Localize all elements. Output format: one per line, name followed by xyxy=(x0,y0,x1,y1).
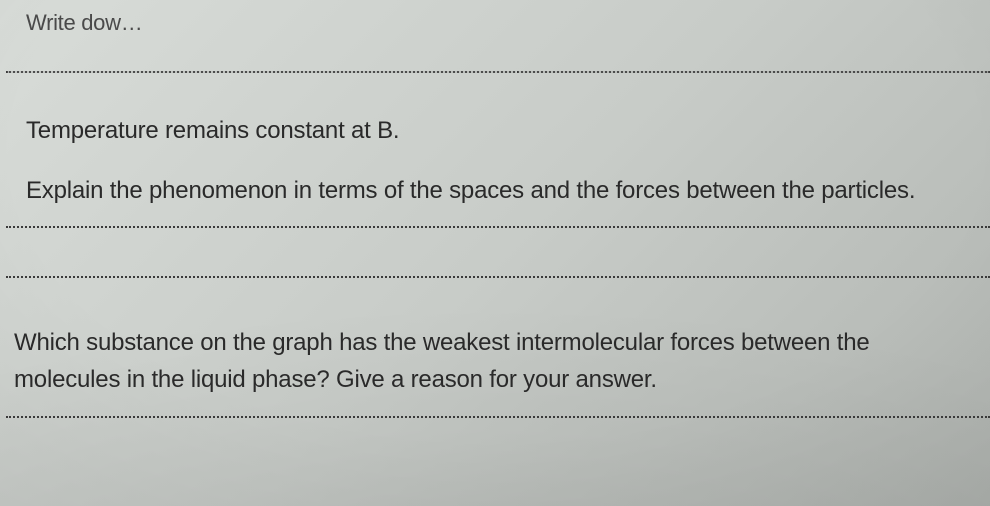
answer-line xyxy=(6,226,990,228)
answer-line xyxy=(6,276,990,278)
statement-text: Temperature remains constant at B. xyxy=(0,115,990,147)
answer-line xyxy=(6,71,990,73)
answer-line xyxy=(6,416,990,418)
question-text: Explain the phenomenon in terms of the s… xyxy=(0,175,990,207)
partial-cutoff-text: Write dow… xyxy=(0,10,990,36)
worksheet-content: Write dow… Temperature remains constant … xyxy=(0,0,990,418)
question-text: Which substance on the graph has the wea… xyxy=(0,324,990,398)
